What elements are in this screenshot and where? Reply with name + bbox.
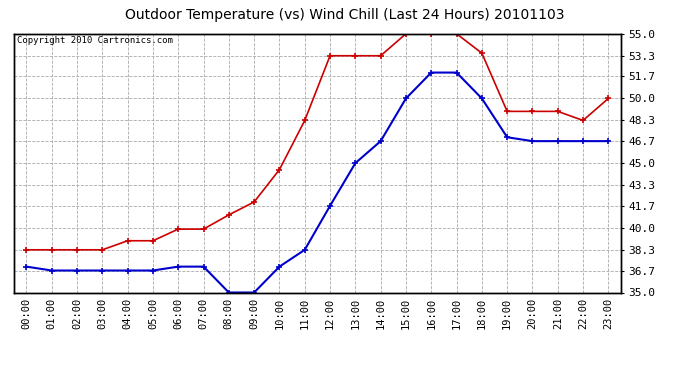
Text: Copyright 2010 Cartronics.com: Copyright 2010 Cartronics.com — [17, 36, 172, 45]
Text: Outdoor Temperature (vs) Wind Chill (Last 24 Hours) 20101103: Outdoor Temperature (vs) Wind Chill (Las… — [126, 8, 564, 21]
